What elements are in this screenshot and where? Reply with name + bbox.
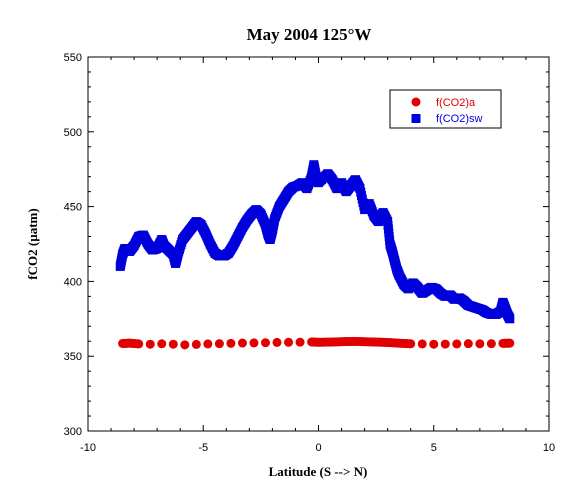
data-point xyxy=(134,339,144,349)
x-axis-label: Latitude (S --> N) xyxy=(269,464,368,479)
y-axis-label: fCO2 (µatm) xyxy=(25,208,40,279)
y-tick-label: 500 xyxy=(64,127,82,139)
x-tick-label: 10 xyxy=(543,442,555,454)
data-point xyxy=(214,339,224,349)
data-point xyxy=(284,337,294,347)
y-tick-label: 550 xyxy=(64,52,82,64)
data-point xyxy=(203,339,213,349)
legend-label-fco2sw: f(CO2)sw xyxy=(436,113,483,125)
x-tick-label: -10 xyxy=(80,442,96,454)
data-point xyxy=(237,338,247,348)
data-point xyxy=(260,338,270,348)
legend-marker-fco2a xyxy=(411,97,421,107)
series-fco2a xyxy=(118,336,515,350)
data-point xyxy=(272,337,282,347)
data-point xyxy=(168,339,178,349)
data-point xyxy=(463,339,473,349)
data-point xyxy=(180,340,190,350)
data-point xyxy=(440,339,450,349)
data-point xyxy=(295,337,305,347)
x-tick-label: 5 xyxy=(431,442,437,454)
data-point xyxy=(505,314,515,324)
y-tick-label: 450 xyxy=(64,202,82,214)
legend-label-fco2a: f(CO2)a xyxy=(436,97,476,109)
data-point xyxy=(486,339,496,349)
chart-title: May 2004 125°W xyxy=(247,25,372,44)
data-point xyxy=(226,338,236,348)
data-point xyxy=(505,338,515,348)
legend-box xyxy=(389,89,502,129)
y-tick-label: 350 xyxy=(64,351,82,363)
data-point xyxy=(249,338,259,348)
y-axis: 300 350 400 450 500 550 xyxy=(64,52,549,438)
x-tick-label: -5 xyxy=(198,442,208,454)
data-point xyxy=(145,339,155,349)
y-tick-label: 400 xyxy=(64,276,82,288)
legend: f(CO2)a f(CO2)sw xyxy=(389,89,502,129)
data-point xyxy=(475,339,485,349)
y-tick-label: 300 xyxy=(64,426,82,438)
series-fco2sw xyxy=(115,160,515,324)
data-point xyxy=(452,339,462,349)
x-axis: -10 -5 0 5 10 xyxy=(80,57,555,454)
data-point xyxy=(429,339,439,349)
x-tick-label: 0 xyxy=(315,442,321,454)
data-point xyxy=(417,339,427,349)
data-point xyxy=(191,339,201,349)
data-point xyxy=(406,339,416,349)
legend-marker-fco2sw xyxy=(411,114,421,123)
data-point xyxy=(157,339,167,349)
series-layer xyxy=(115,160,515,350)
